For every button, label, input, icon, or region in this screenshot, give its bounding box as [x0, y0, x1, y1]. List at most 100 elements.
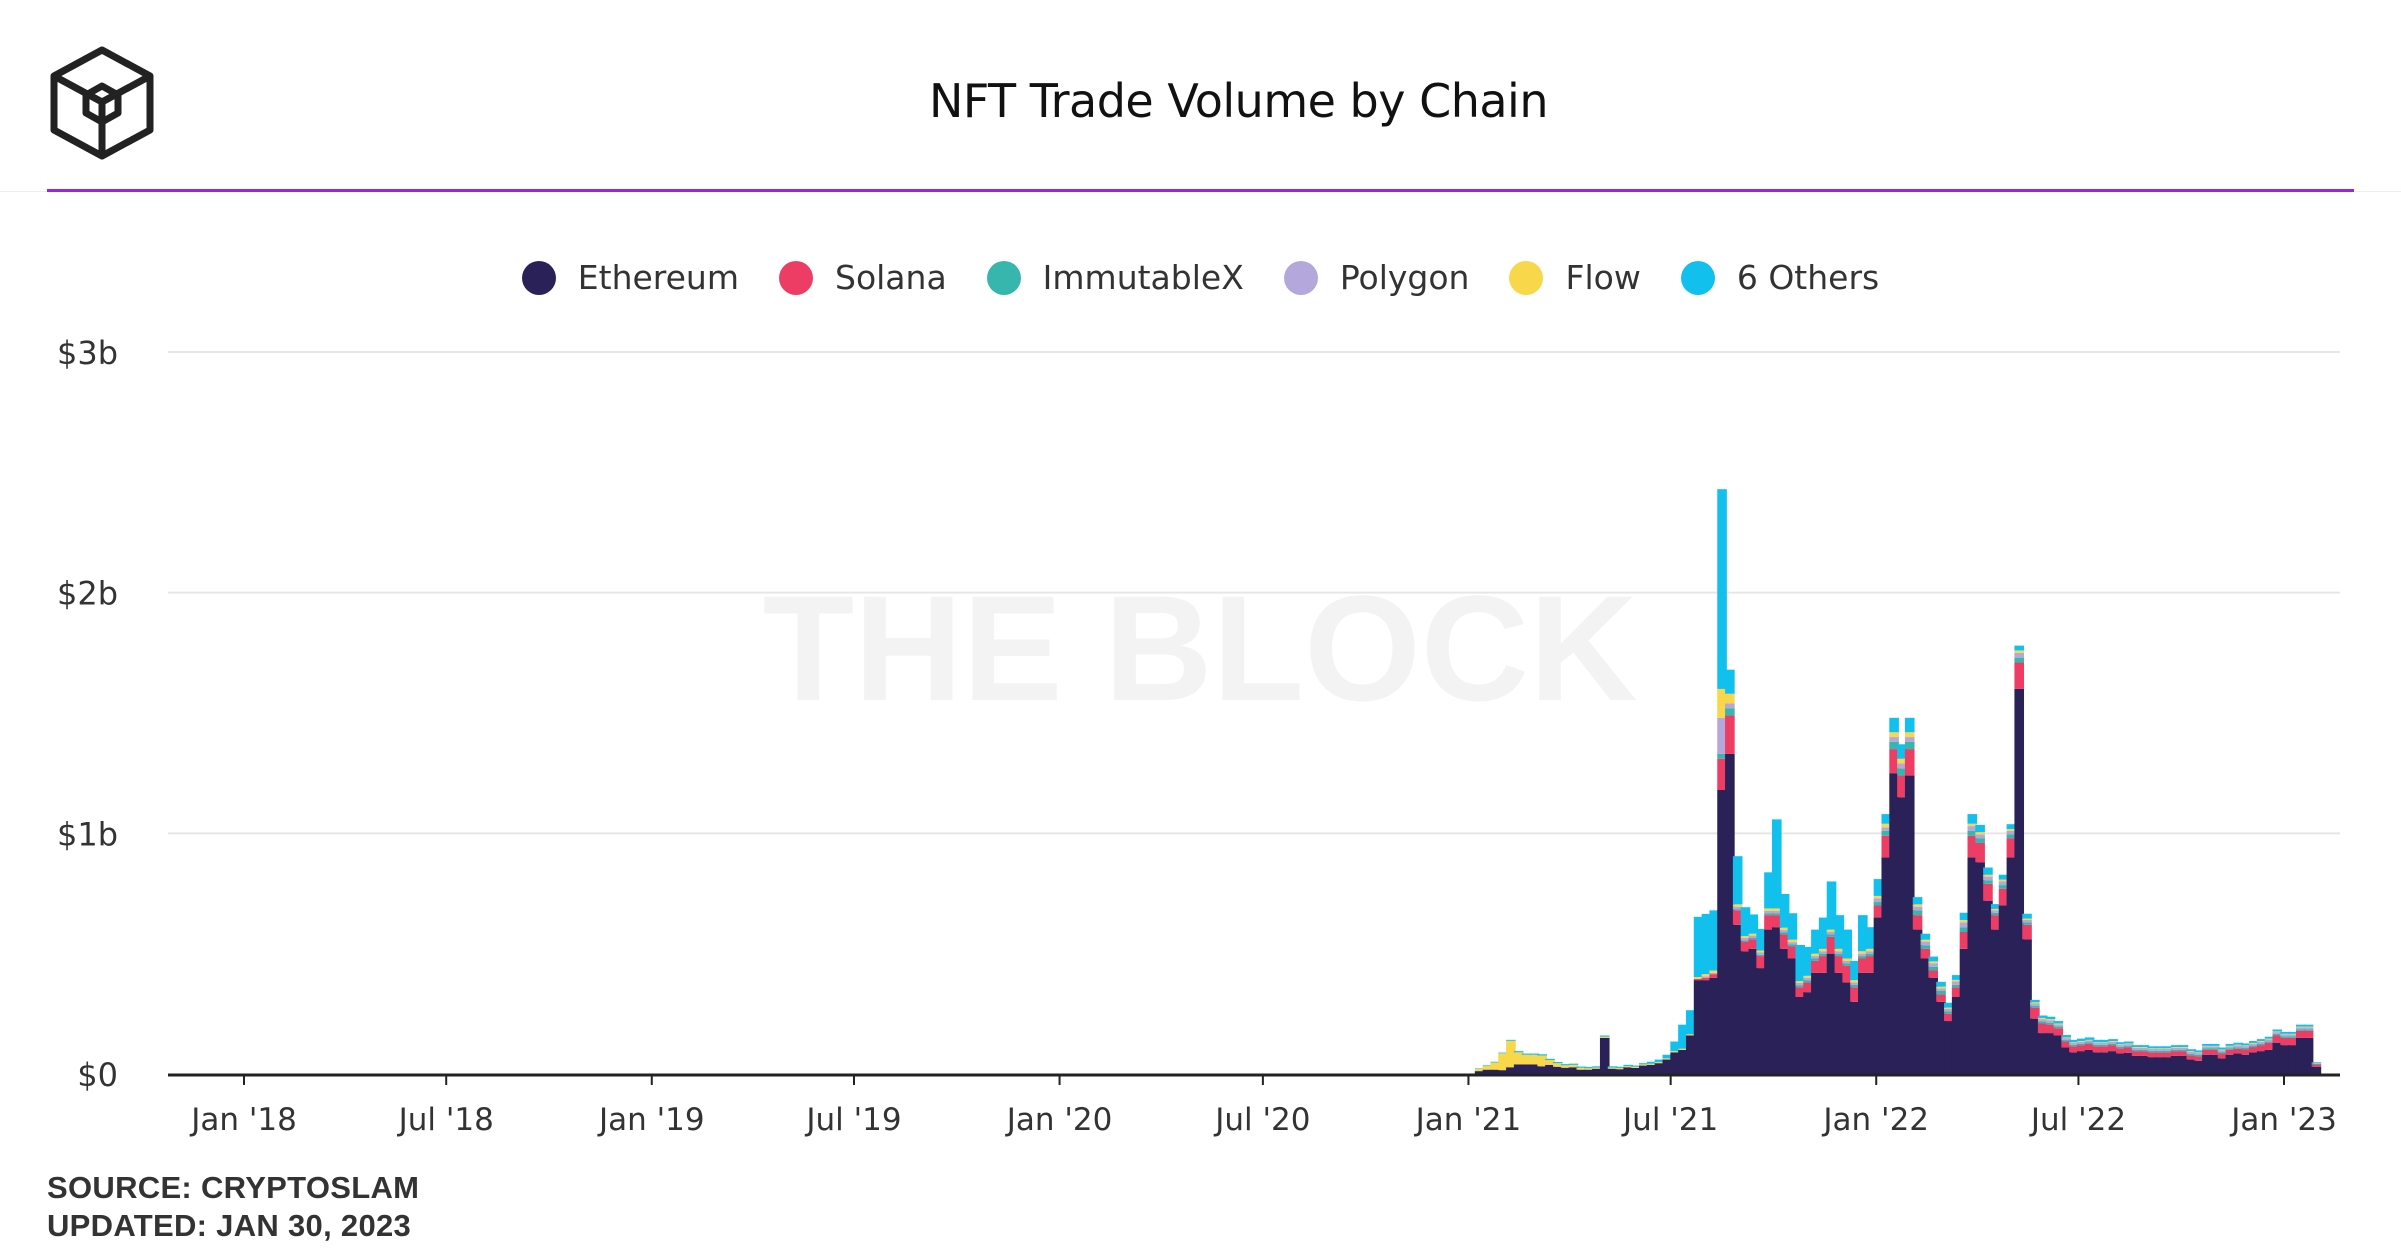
- bar-segment-ethereum[interactable]: [2163, 1057, 2173, 1074]
- bar-segment-solana[interactable]: [1701, 977, 1712, 981]
- bar-segment-solana[interactable]: [2030, 1007, 2040, 1019]
- bar-segment-immutablex[interactable]: [1975, 838, 1985, 843]
- bar-segment-6-others[interactable]: [1873, 879, 1884, 896]
- bar-segment-solana[interactable]: [2217, 1053, 2228, 1059]
- bar-segment-polygon[interactable]: [1826, 932, 1837, 935]
- bar-segment-polygon[interactable]: [1795, 983, 1806, 986]
- bar-segment-ethereum[interactable]: [1881, 857, 1892, 1074]
- bar-segment-6-others[interactable]: [1654, 1059, 1665, 1062]
- bar-segment-flow[interactable]: [1654, 1061, 1665, 1064]
- bar-segment-6-others[interactable]: [1521, 1053, 1532, 1055]
- bar-segment-flow[interactable]: [2045, 1019, 2056, 1021]
- bar-segment-polygon[interactable]: [1928, 963, 1938, 967]
- bar-segment-solana[interactable]: [1748, 939, 1759, 949]
- bar-segment-6-others[interactable]: [2131, 1045, 2142, 1048]
- bar-segment-ethereum[interactable]: [2061, 1047, 2071, 1074]
- bar-segment-6-others[interactable]: [2084, 1037, 2095, 1040]
- bar-segment-polygon[interactable]: [1912, 906, 1923, 911]
- bar-segment-polygon[interactable]: [1975, 834, 1985, 839]
- bar-segment-ethereum[interactable]: [1576, 1069, 1587, 1074]
- bar-segment-flow[interactable]: [2295, 1026, 2306, 1028]
- bar-segment-polygon[interactable]: [1779, 930, 1790, 933]
- bar-segment-polygon[interactable]: [1889, 737, 1899, 742]
- bar-segment-polygon[interactable]: [2249, 1043, 2259, 1046]
- bar-segment-ethereum[interactable]: [1873, 917, 1884, 1074]
- bar-segment-flow[interactable]: [1693, 977, 1704, 979]
- bar-segment-solana[interactable]: [1897, 775, 1907, 798]
- bar-segment-solana[interactable]: [1764, 915, 1774, 930]
- legend-item-flow[interactable]: Flow: [1509, 258, 1641, 297]
- bar-segment-solana[interactable]: [2178, 1051, 2189, 1056]
- bar-segment-ethereum[interactable]: [1490, 1069, 1501, 1074]
- bar-segment-ethereum[interactable]: [1865, 972, 1876, 1074]
- bar-segment-6-others[interactable]: [2178, 1045, 2189, 1048]
- bar-segment-ethereum[interactable]: [1912, 929, 1923, 1074]
- bar-segment-flow[interactable]: [2076, 1041, 2087, 1042]
- bar-segment-flow[interactable]: [1951, 979, 1962, 982]
- bar-segment-ethereum[interactable]: [2170, 1055, 2181, 1074]
- bar-segment-immutablex[interactable]: [2249, 1045, 2259, 1048]
- bar-segment-polygon[interactable]: [2209, 1046, 2220, 1049]
- bar-segment-ethereum[interactable]: [2076, 1051, 2087, 1074]
- bar-segment-6-others[interactable]: [2069, 1039, 2079, 1043]
- bar-segment-ethereum[interactable]: [1560, 1067, 1571, 1074]
- bar-segment-flow[interactable]: [1646, 1063, 1657, 1065]
- legend-item-6-others[interactable]: 6 Others: [1680, 258, 1879, 297]
- bar-segment-immutablex[interactable]: [2108, 1043, 2118, 1046]
- bar-segment-immutablex[interactable]: [1732, 909, 1743, 911]
- bar-segment-6-others[interactable]: [2123, 1041, 2134, 1044]
- bar-segment-ethereum[interactable]: [2233, 1053, 2243, 1074]
- bar-segment-ethereum[interactable]: [1803, 992, 1813, 1074]
- bar-segment-6-others[interactable]: [1592, 1066, 1602, 1068]
- bar-segment-flow[interactable]: [1662, 1058, 1673, 1060]
- bar-segment-6-others[interactable]: [1748, 914, 1759, 934]
- bar-segment-polygon[interactable]: [1811, 956, 1821, 959]
- bar-segment-polygon[interactable]: [2108, 1041, 2118, 1044]
- bar-segment-ethereum[interactable]: [1740, 951, 1751, 1074]
- bar-segment-polygon[interactable]: [2030, 1003, 2040, 1006]
- bar-segment-6-others[interactable]: [1693, 916, 1704, 978]
- bar-segment-ethereum[interactable]: [2100, 1052, 2111, 1074]
- bar-segment-flow[interactable]: [1584, 1068, 1594, 1070]
- bar-segment-polygon[interactable]: [2170, 1047, 2181, 1050]
- bar-segment-solana[interactable]: [1865, 956, 1876, 973]
- bar-segment-6-others[interactable]: [1568, 1063, 1579, 1065]
- bar-segment-solana[interactable]: [2280, 1037, 2290, 1046]
- bar-segment-6-others[interactable]: [1787, 913, 1798, 940]
- bar-segment-6-others[interactable]: [1599, 1035, 1610, 1037]
- bar-segment-ethereum[interactable]: [1756, 968, 1766, 1074]
- bar-segment-solana[interactable]: [1787, 946, 1798, 959]
- bar-segment-immutablex[interactable]: [2030, 1005, 2040, 1008]
- bar-segment-ethereum[interactable]: [1553, 1066, 1563, 1074]
- bar-segment-flow[interactable]: [1764, 908, 1774, 911]
- bar-segment-solana[interactable]: [2264, 1042, 2275, 1050]
- bar-segment-flow[interactable]: [1904, 732, 1915, 738]
- bar-segment-6-others[interactable]: [2100, 1039, 2111, 1043]
- bar-segment-6-others[interactable]: [1623, 1064, 1634, 1067]
- bar-segment-solana[interactable]: [1858, 958, 1868, 973]
- bar-segment-ethereum[interactable]: [2069, 1052, 2079, 1074]
- bar-segment-ethereum[interactable]: [2311, 1066, 2322, 1074]
- bar-segment-ethereum[interactable]: [1654, 1063, 1665, 1074]
- bar-segment-6-others[interactable]: [1560, 1064, 1571, 1066]
- bar-segment-immutablex[interactable]: [1920, 945, 1931, 949]
- bar-segment-6-others[interactable]: [2256, 1039, 2267, 1042]
- bar-segment-flow[interactable]: [1560, 1065, 1571, 1068]
- bar-segment-immutablex[interactable]: [2303, 1029, 2314, 1031]
- bar-segment-solana[interactable]: [2100, 1046, 2111, 1053]
- bar-segment-flow[interactable]: [2209, 1045, 2220, 1047]
- bar-segment-immutablex[interactable]: [1787, 944, 1798, 947]
- bar-segment-ethereum[interactable]: [1897, 797, 1907, 1074]
- bar-segment-ethereum[interactable]: [1936, 1001, 1946, 1074]
- bar-segment-6-others[interactable]: [1779, 893, 1790, 928]
- bar-segment-6-others[interactable]: [1975, 824, 1985, 833]
- bar-segment-flow[interactable]: [1771, 908, 1782, 911]
- bar-segment-ethereum[interactable]: [1951, 996, 1962, 1074]
- bar-segment-flow[interactable]: [1521, 1054, 1532, 1065]
- bar-segment-6-others[interactable]: [2209, 1043, 2220, 1046]
- bar-segment-ethereum[interactable]: [1764, 929, 1774, 1074]
- bar-segment-ethereum[interactable]: [1834, 972, 1845, 1074]
- bar-segment-ethereum[interactable]: [2209, 1054, 2220, 1074]
- bar-segment-polygon[interactable]: [2202, 1046, 2212, 1049]
- bar-segment-solana[interactable]: [2022, 924, 2032, 940]
